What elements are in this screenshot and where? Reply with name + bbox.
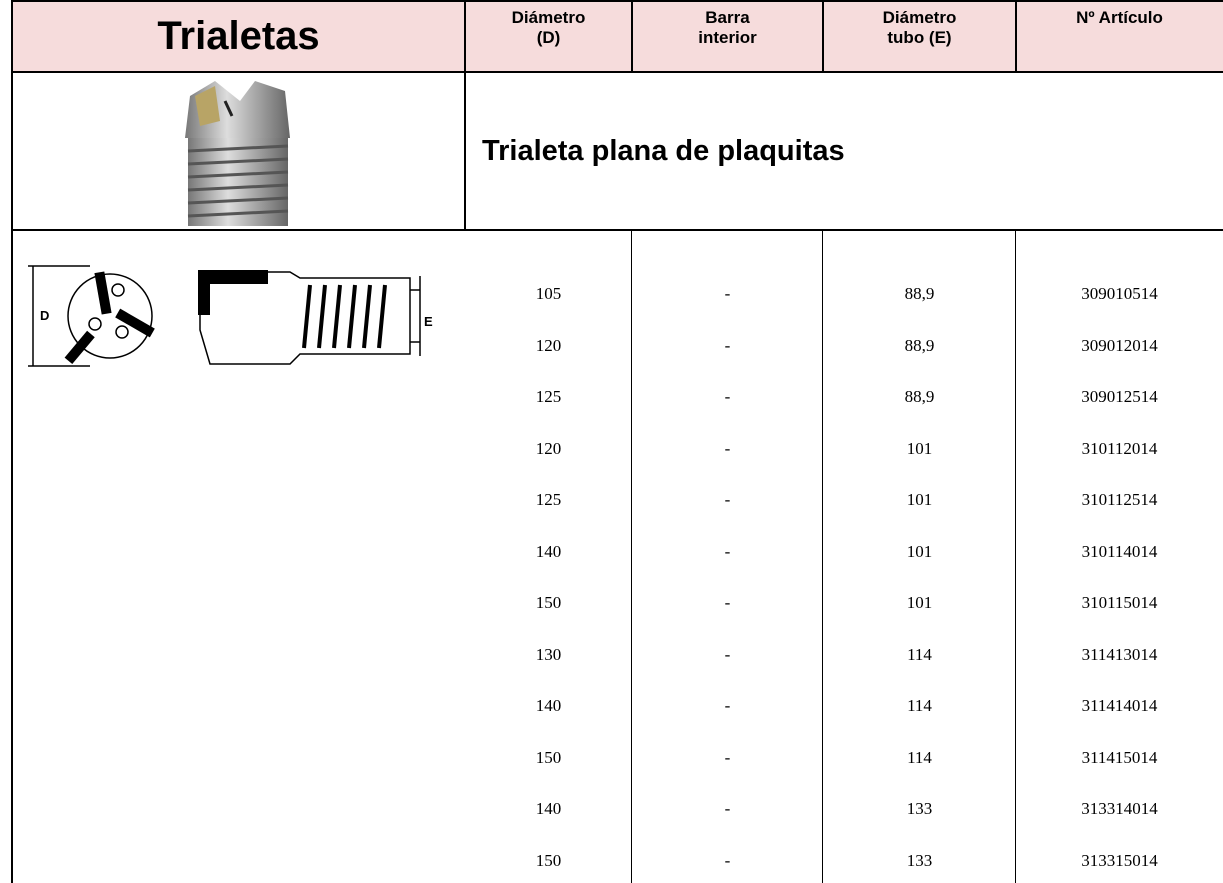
- section-title: Trialeta plana de plaquitas: [482, 135, 845, 167]
- table-cell: 309010514: [1081, 284, 1158, 303]
- table-cell: -: [724, 593, 731, 612]
- table-cell: 101: [906, 541, 933, 561]
- technical-diagram: D E: [28, 265, 433, 367]
- border: [1015, 230, 1016, 883]
- table-cell: 105: [535, 284, 562, 303]
- table-cell: 133: [906, 799, 933, 818]
- column-header-line: Diámetro: [882, 8, 957, 27]
- border: [822, 0, 824, 72]
- header-title: Trialetas: [157, 14, 320, 58]
- table-cell: 125: [535, 490, 562, 509]
- table-cell: 88,9: [904, 335, 935, 355]
- table-cell: -: [724, 799, 731, 818]
- border: [11, 229, 1223, 231]
- table-cell: -: [724, 284, 731, 303]
- table-cell: 125: [535, 387, 562, 406]
- table-cell: 120: [535, 438, 562, 458]
- diagram-label: E: [424, 314, 433, 329]
- table-cell: -: [724, 696, 731, 715]
- column-header-line: Barra: [705, 8, 750, 27]
- border: [464, 0, 466, 230]
- border: [11, 0, 1223, 2]
- table-cell: 150: [535, 593, 562, 612]
- table-cell: 114: [907, 644, 932, 664]
- table-cell: 114: [907, 696, 932, 715]
- border: [11, 0, 13, 883]
- column-header: Diámetro tubo (E): [823, 0, 1016, 72]
- table-cell: -: [724, 438, 731, 458]
- column-header-line: Nº Artículo: [1076, 8, 1163, 27]
- column-header-line: interior: [698, 28, 757, 47]
- table-cell: 101: [906, 438, 933, 458]
- column-header-line: (D): [536, 28, 561, 47]
- table-cell: 140: [535, 696, 562, 715]
- border: [1015, 0, 1017, 72]
- table-cell: 150: [535, 850, 562, 870]
- table-cell: 140: [535, 541, 562, 561]
- diagram-label: D: [40, 308, 49, 323]
- table-cell: 114: [907, 747, 932, 767]
- table-cell: 150: [535, 747, 562, 767]
- border: [822, 230, 823, 883]
- product-photo: [185, 81, 290, 226]
- table-cell: 313314014: [1081, 799, 1158, 818]
- table-cell: 309012514: [1081, 387, 1158, 406]
- table-cell: 133: [906, 850, 933, 870]
- table-cell: 140: [535, 799, 562, 818]
- table-cell: 88,9: [904, 387, 935, 406]
- table-cell: 310114014: [1081, 541, 1158, 561]
- table-cell: -: [724, 541, 731, 561]
- column-header: Nº Artículo: [1016, 0, 1223, 72]
- column-header: Barra interior: [632, 0, 823, 72]
- header-band: [12, 0, 1223, 72]
- table-cell: 130: [535, 644, 562, 664]
- table-cell: -: [724, 387, 731, 406]
- column-header-line: Diámetro: [511, 8, 586, 27]
- table-cell: 311415014: [1081, 747, 1158, 767]
- border: [11, 71, 1223, 73]
- table-cell: 101: [906, 593, 933, 612]
- table-cell: 310115014: [1081, 593, 1158, 612]
- table-cell: 88,9: [904, 284, 935, 303]
- table-cell: 310112014: [1081, 438, 1158, 458]
- table-cell: 311414014: [1081, 696, 1158, 715]
- table-cell: 309012014: [1081, 335, 1158, 355]
- table-cell: -: [724, 644, 731, 664]
- table-cell: -: [724, 747, 731, 767]
- column-header-line: tubo (E): [887, 28, 952, 47]
- table-cell: 310112514: [1081, 490, 1158, 509]
- table-cell: -: [724, 850, 731, 870]
- border: [631, 0, 633, 72]
- column-header: Diámetro (D): [465, 0, 632, 72]
- table-cell: -: [724, 490, 731, 509]
- table-cell: 313315014: [1081, 850, 1158, 870]
- table-cell: 311413014: [1081, 644, 1158, 664]
- border: [631, 230, 632, 883]
- table-cell: 101: [906, 490, 933, 509]
- table-cell: -: [724, 335, 731, 355]
- table-cell: 120: [535, 335, 562, 355]
